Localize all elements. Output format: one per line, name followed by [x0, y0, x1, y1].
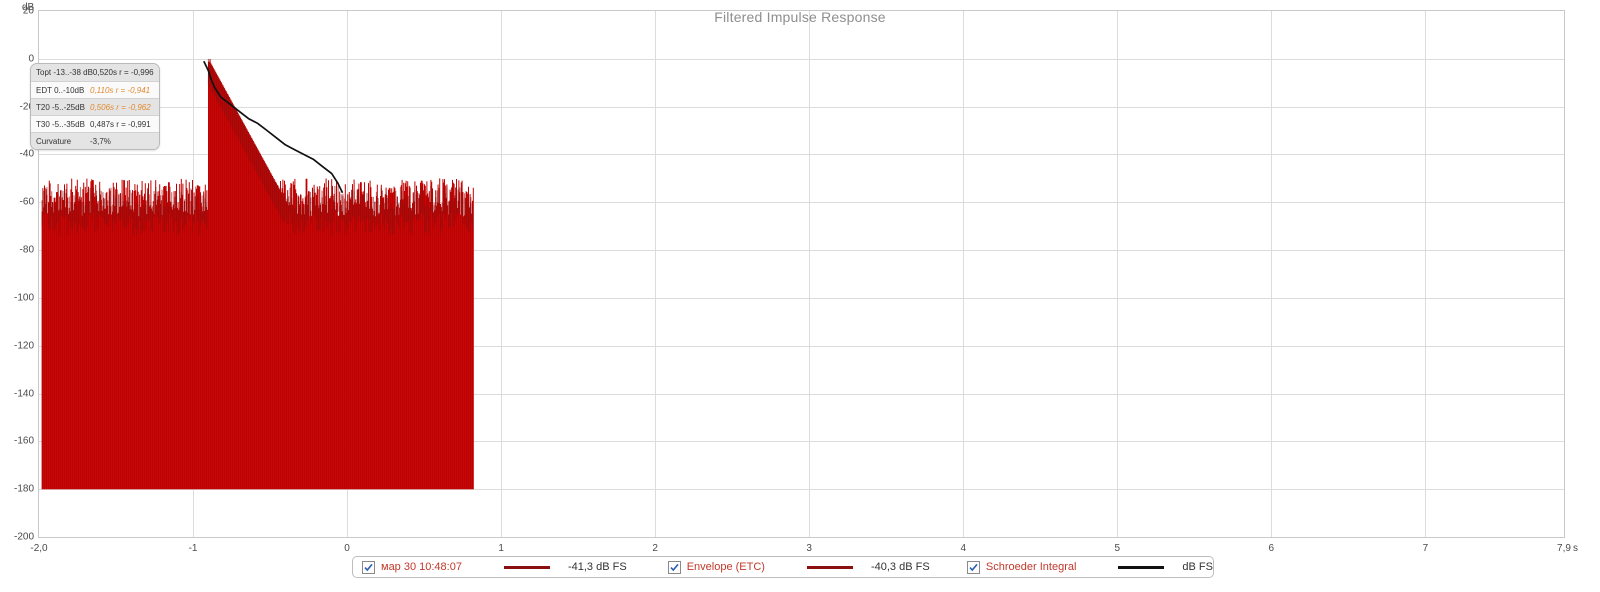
- parameter-row: T30 -5..-35dB 0,487s r = -0,991: [31, 115, 159, 132]
- y-axis-tick-label: -160: [13, 435, 34, 447]
- checkbox-checked-icon[interactable]: [966, 560, 980, 574]
- x-axis-tick-label: 6: [1268, 543, 1275, 554]
- gridline-horizontal: [39, 250, 1564, 251]
- envelope-overlay: [41, 58, 474, 236]
- x-axis-tick-label: 4: [960, 543, 967, 554]
- legend-item-value: -41,3 dB FS: [567, 561, 627, 573]
- gridline-horizontal: [39, 346, 1564, 347]
- x-axis-tick-label: 7: [1422, 543, 1429, 554]
- gridline-horizontal: [39, 394, 1564, 395]
- parameter-label: Curvature: [36, 136, 72, 146]
- legend-item[interactable]: мар 30 10:48:07 -41,3 dB FS: [353, 557, 627, 577]
- parameter-value: 0,520s r = -0,996: [92, 68, 154, 77]
- legend-item[interactable]: Schroeder Integral dB FS: [958, 557, 1213, 577]
- legend-line-swatch: [503, 565, 550, 569]
- parameter-value: 0,110s r = -0,941: [90, 85, 151, 95]
- y-axis-tick-label: -100: [13, 292, 34, 304]
- legend-item-label: Schroeder Integral: [985, 561, 1077, 573]
- parameter-row: Topt -13..-38 dB 0,520s r = -0,996: [31, 64, 159, 81]
- x-axis-unit: s: [1573, 543, 1578, 554]
- legend-item-value: dB FS: [1182, 561, 1213, 573]
- x-axis-tick-label: 5: [1114, 543, 1121, 554]
- parameter-row: Curvature -3,7%: [31, 132, 159, 149]
- x-axis-tick-label: -1: [188, 543, 198, 554]
- y-axis-tick-label: -20: [19, 101, 34, 113]
- legend-line-swatch: [806, 565, 853, 569]
- y-axis-tick-label: -200: [13, 531, 34, 543]
- gridline-horizontal: [39, 107, 1564, 108]
- gridline-vertical: [809, 11, 810, 537]
- parameter-value: 0,506s r = -0,962: [90, 102, 151, 112]
- x-axis-tick-label: 2: [652, 543, 658, 554]
- page-title: Filtered Impulse Response: [714, 9, 886, 25]
- gridline-vertical: [1271, 11, 1272, 537]
- legend-item-value: -40,3 dB FS: [870, 561, 930, 573]
- x-axis-tick-label: 7,9: [1557, 543, 1571, 554]
- x-axis-tick-label: -2,0: [30, 543, 48, 554]
- gridline-vertical: [655, 11, 656, 537]
- y-axis-tick-label: 20: [22, 5, 34, 17]
- y-axis-tick-label: -180: [13, 483, 34, 495]
- gridline-horizontal: [39, 59, 1564, 60]
- gridline-vertical: [1425, 11, 1426, 537]
- y-axis-tick-label: -140: [13, 388, 34, 400]
- parameter-value: 0,487s r = -0,991: [90, 119, 151, 129]
- gridline-horizontal: [39, 154, 1564, 155]
- x-axis-tick-label: 1: [498, 543, 504, 554]
- legend[interactable]: мар 30 10:48:07 -41,3 dB FS Envelope (ETC)…: [352, 556, 1214, 578]
- y-axis-ticks: 20 0 -20 -40 -60 -80 -100 -120 -140 -160 -180 -200: [0, 0, 34, 592]
- y-axis-tick-label: 0: [28, 53, 34, 65]
- gridline-horizontal: [39, 298, 1564, 299]
- gridline-vertical: [1117, 11, 1118, 537]
- legend-item-label: мар 30 10:48:07: [381, 561, 462, 573]
- parameter-label: T20 -5..-25dB: [36, 102, 85, 112]
- x-axis-tick-label: 0: [344, 543, 350, 554]
- impulse-response-plot: [41, 58, 474, 490]
- y-axis-tick-label: -120: [13, 340, 34, 352]
- waveform-layer: [39, 11, 1564, 537]
- x-axis-ticks: -2,0 -1 0 1 2 3 4 5 6 7 7,9 s: [0, 543, 1600, 557]
- gridline-vertical: [963, 11, 964, 537]
- impulse-samples: [41, 59, 474, 490]
- gridline-horizontal: [39, 489, 1564, 490]
- checkbox-checked-icon[interactable]: [667, 560, 681, 574]
- parameter-label: EDT 0..-10dB: [36, 85, 85, 95]
- parameter-row: EDT 0..-10dB 0,110s r = -0,941: [31, 81, 159, 98]
- legend-item[interactable]: Envelope (ETC) -40,3 dB FS: [659, 557, 930, 577]
- y-axis-tick-label: -80: [19, 244, 34, 256]
- parameter-label: T30 -5..-35dB: [36, 119, 85, 129]
- y-axis-unit: dB: [22, 2, 35, 13]
- parameter-value: -3,7%: [90, 136, 111, 146]
- legend-line-swatch: [1118, 565, 1165, 569]
- gridline-horizontal: [39, 202, 1564, 203]
- parameter-row: T20 -5..-25dB 0,506s r = -0,962: [31, 98, 159, 115]
- x-axis-tick-label: 3: [806, 543, 812, 554]
- y-axis-tick-label: -40: [19, 148, 34, 160]
- gridline-horizontal: [39, 441, 1564, 442]
- schroeder-integral-curve: [203, 60, 344, 194]
- plot-area[interactable]: [38, 10, 1565, 538]
- legend-item-label: Envelope (ETC): [686, 561, 765, 573]
- y-axis-tick-label: -60: [19, 196, 34, 208]
- acoustic-parameters-panel[interactable]: Topt -13..-38 dB 0,520s r = -0,996 EDT 0..…: [30, 63, 160, 150]
- checkbox-checked-icon[interactable]: [362, 560, 375, 574]
- parameter-label: Topt -13..-38 dB: [36, 68, 93, 77]
- gridline-vertical: [501, 11, 502, 537]
